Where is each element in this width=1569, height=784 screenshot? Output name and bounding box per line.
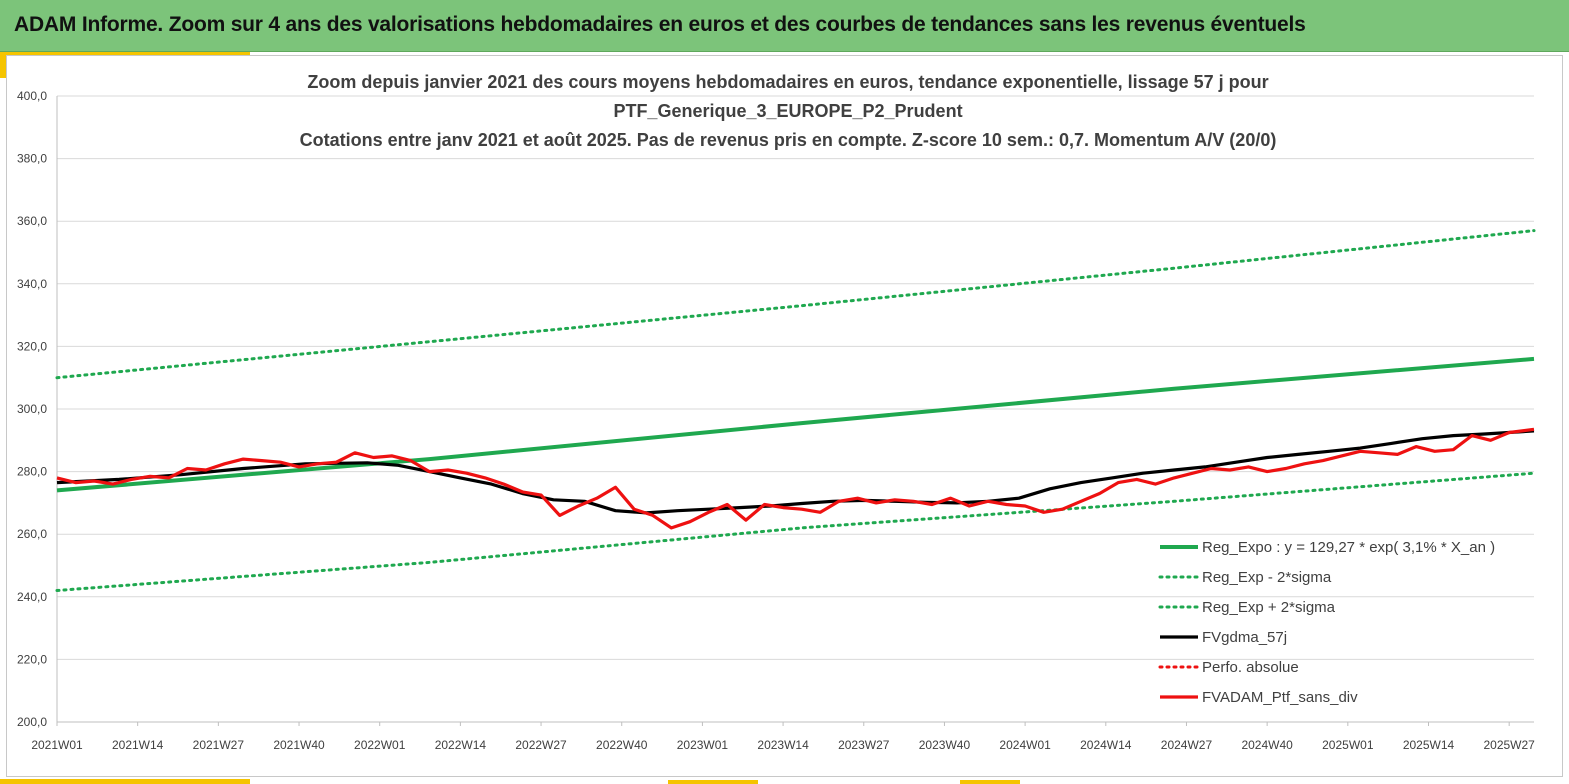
y-tick-label: 300,0: [17, 402, 47, 416]
banner: ADAM Informe. Zoom sur 4 ans des valoris…: [0, 0, 1569, 52]
x-tick-label: 2024W40: [1241, 738, 1293, 752]
legend-label: Reg_Exp - 2*sigma: [1202, 569, 1332, 586]
axes: 400,0 380,0 360,0 340,0 320,0 300,0 280,0 260,0…: [17, 89, 1535, 752]
y-tick-label: 340,0: [17, 277, 47, 291]
legend-label: Perfo. absolue: [1202, 659, 1299, 676]
x-tick-label: 2025W14: [1403, 738, 1455, 752]
x-tick-label: 2022W27: [515, 738, 567, 752]
x-tick-label: 2023W27: [838, 738, 890, 752]
y-tick-label: 280,0: [17, 465, 47, 479]
accent-stripe-top: [0, 52, 250, 55]
chart-title-line-2: PTF_Generique_3_EUROPE_P2_Prudent: [613, 101, 962, 121]
x-tick-label: 2025W01: [1322, 738, 1374, 752]
accent-stripe-bottom: [0, 779, 250, 784]
x-tick-label: 2022W14: [435, 738, 487, 752]
x-tick-label: 2021W01: [31, 738, 83, 752]
legend: Reg_Expo : y = 129,27 * exp( 3,1% * X_an…: [1158, 539, 1495, 706]
x-tick-label: 2022W40: [596, 738, 648, 752]
x-tick-label: 2025W27: [1483, 738, 1535, 752]
x-tick-label: 2024W01: [999, 738, 1051, 752]
y-tick-label: 380,0: [17, 152, 47, 166]
x-tick-label: 2021W14: [112, 738, 164, 752]
legend-label: FVADAM_Ptf_sans_div: [1202, 689, 1358, 706]
x-tick-label: 2023W40: [919, 738, 971, 752]
y-tick-label: 320,0: [17, 339, 47, 353]
accent-stripe-bottom: [668, 780, 758, 784]
chart-title-line-1: Zoom depuis janvier 2021 des cours moyen…: [307, 72, 1268, 92]
series-line-dotted-green: [55, 229, 1536, 380]
legend-label: Reg_Expo : y = 129,27 * exp( 3,1% * X_an…: [1202, 539, 1495, 556]
y-tick-label: 360,0: [17, 214, 47, 228]
x-tick-label: 2023W01: [677, 738, 729, 752]
y-tick-label: 200,0: [17, 715, 47, 729]
x-tick-label: 2022W01: [354, 738, 406, 752]
banner-title: ADAM Informe. Zoom sur 4 ans des valoris…: [14, 13, 1306, 36]
legend-label: FVgdma_57j: [1202, 629, 1287, 646]
chart-frame: [6, 55, 1563, 777]
y-tick-label: 260,0: [17, 527, 47, 541]
x-tick-label: 2024W27: [1161, 738, 1213, 752]
series-line-solid-green: [56, 356, 1535, 493]
y-tick-label: 400,0: [17, 89, 47, 103]
accent-stripe-bottom: [960, 780, 1020, 784]
chart-title-line-3: Cotations entre janv 2021 et août 2025. …: [300, 130, 1277, 150]
x-tick-label: 2021W40: [273, 738, 325, 752]
series-line-solid-red: [56, 427, 1535, 530]
x-tick-label: 2021W27: [193, 738, 245, 752]
x-tick-label: 2023W14: [757, 738, 809, 752]
y-tick-label: 220,0: [17, 652, 47, 666]
accent-stripe-left: [0, 52, 6, 78]
y-tick-label: 240,0: [17, 590, 47, 604]
chart-title: Zoom depuis janvier 2021 des cours moyen…: [300, 72, 1277, 150]
series-lines: [55, 229, 1536, 592]
legend-label: Reg_Exp + 2*sigma: [1202, 599, 1336, 616]
grid-lines: [57, 95, 1534, 723]
series-line-dotted-green: [55, 471, 1536, 592]
x-tick-label: 2024W14: [1080, 738, 1132, 752]
